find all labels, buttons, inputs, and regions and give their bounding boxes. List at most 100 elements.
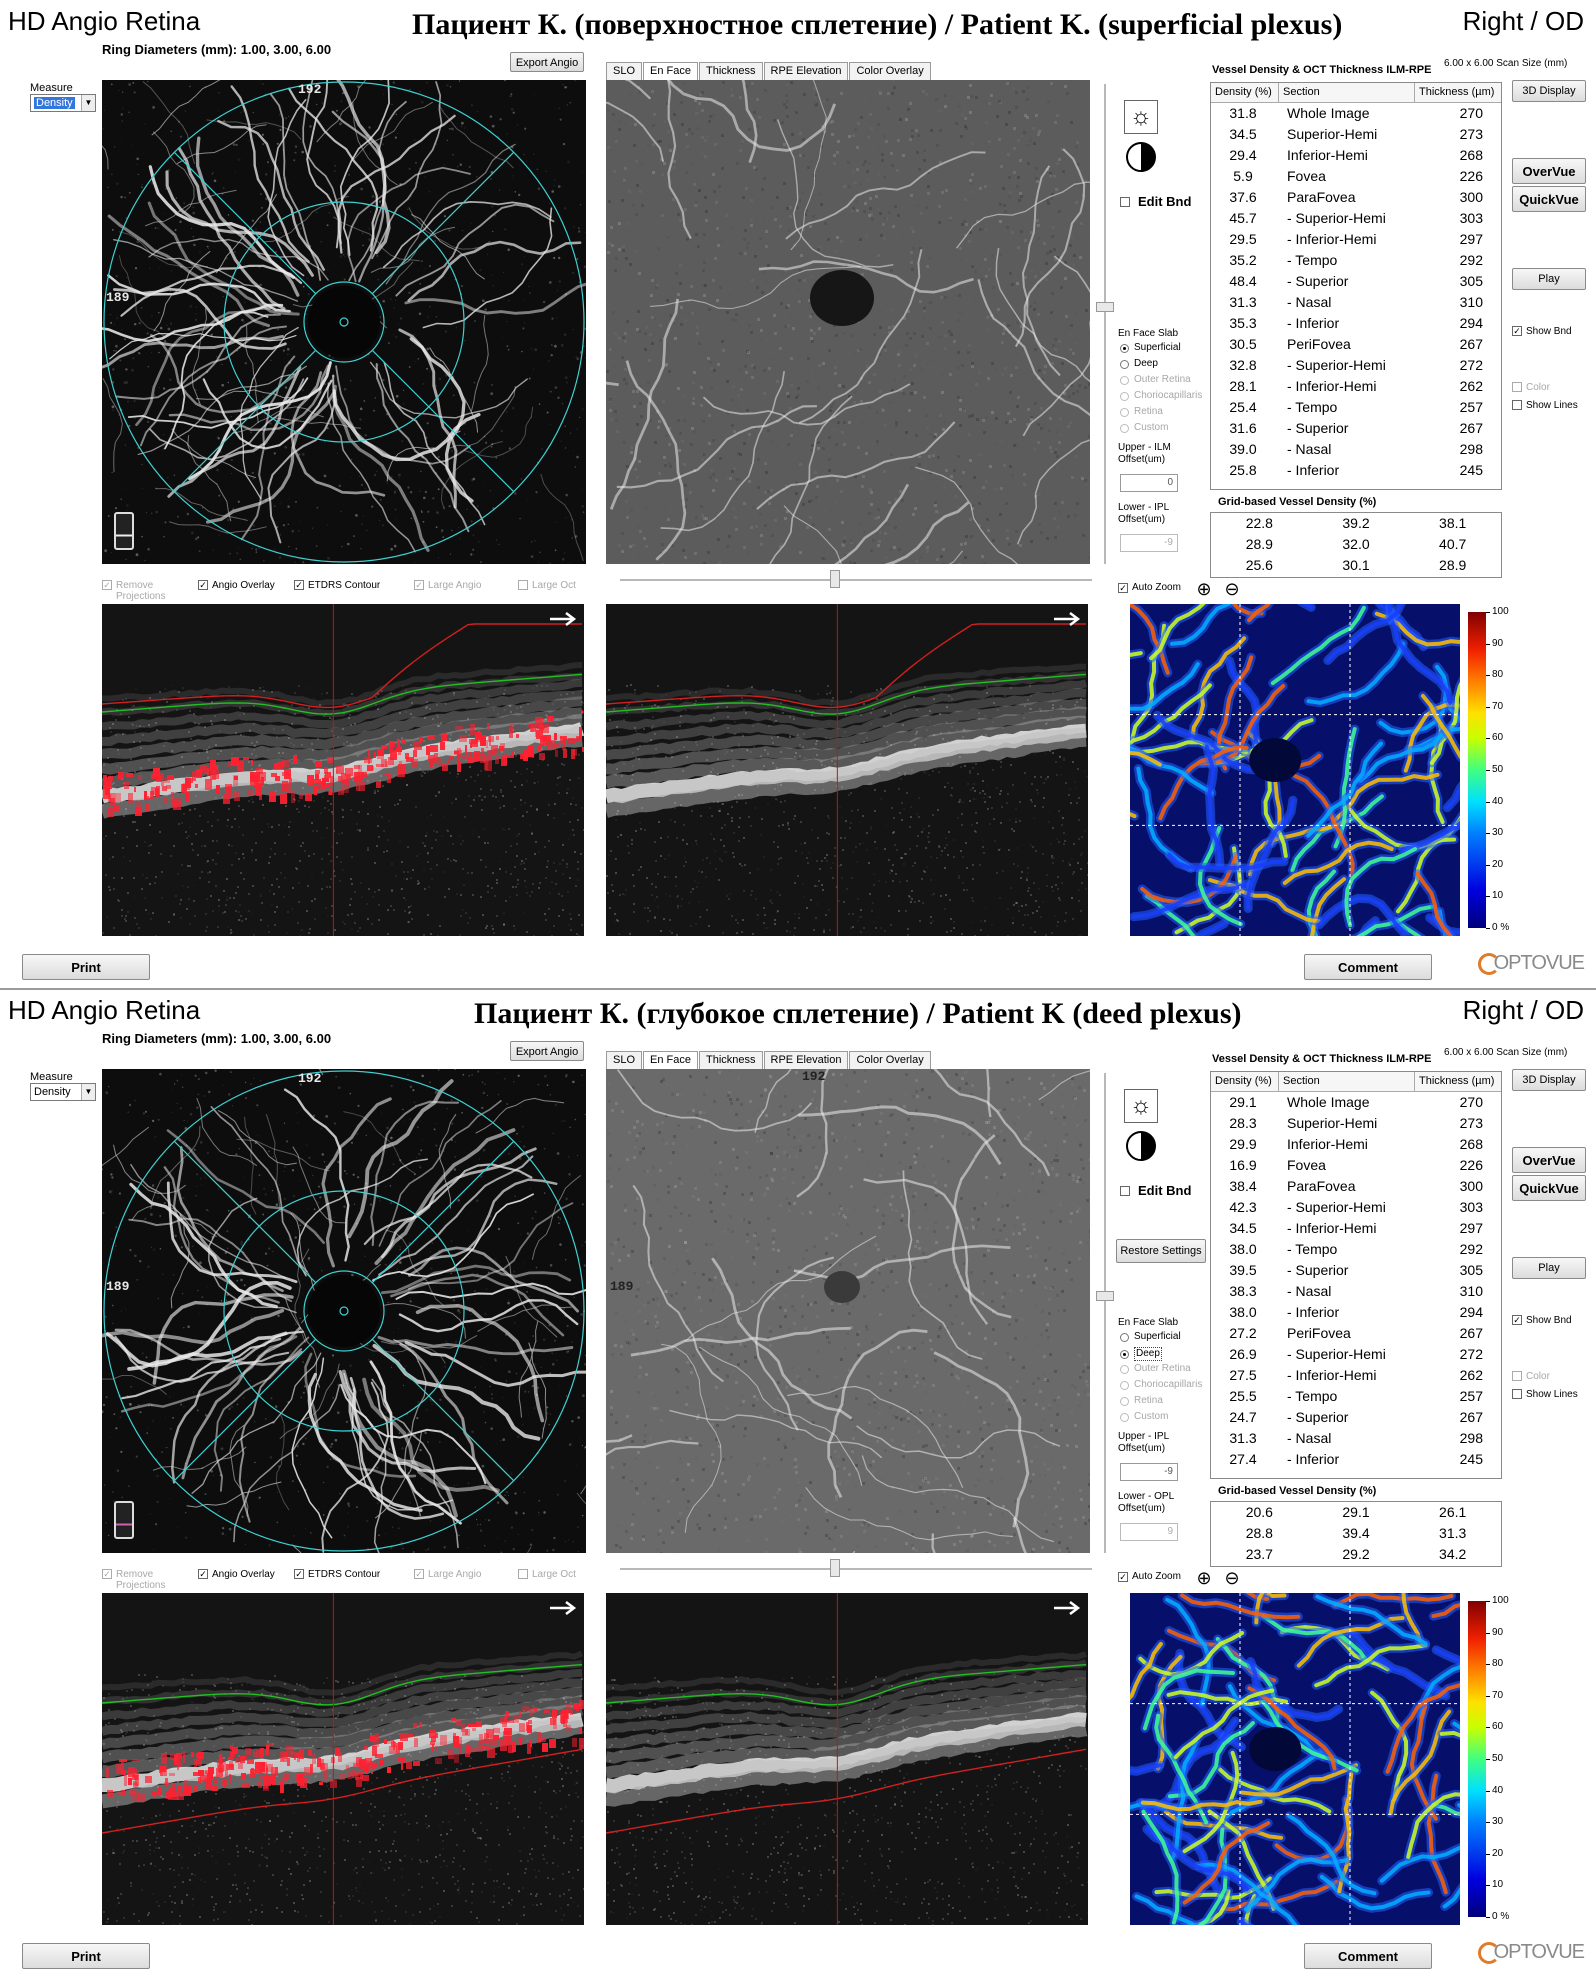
checkbox-box[interactable]: ✓ <box>414 580 424 590</box>
checkbox-box[interactable]: ✓ <box>294 1569 304 1579</box>
auto-zoom-checkbox[interactable]: ✓ Auto Zoom <box>1118 582 1181 593</box>
tab-color-overlay[interactable]: Color Overlay <box>849 62 931 80</box>
contrast-icon[interactable] <box>1126 1131 1156 1161</box>
3d-display-button[interactable]: 3D Display <box>1512 1069 1586 1091</box>
checkbox-remove-projections[interactable]: ✓ Remove Projections <box>102 1569 198 1591</box>
upper-offset-input[interactable]: 0 <box>1120 474 1178 492</box>
show-bnd-checkbox[interactable]: ✓ Show Bnd <box>1512 326 1592 337</box>
checkbox-box[interactable]: ✓ <box>198 1569 208 1579</box>
radio-button[interactable] <box>1120 1396 1129 1406</box>
radio-button[interactable] <box>1120 1380 1129 1390</box>
checkbox-large-angio[interactable]: ✓ Large Angio <box>414 1569 510 1580</box>
checkbox-large-oct[interactable]: Large Oct <box>518 580 614 591</box>
contrast-icon[interactable] <box>1126 142 1156 172</box>
angio-image[interactable]: 192 189 <box>102 1069 586 1553</box>
radio-button[interactable] <box>1120 1364 1129 1374</box>
checkbox-box[interactable] <box>1512 1389 1522 1399</box>
tab-slo[interactable]: SLO <box>606 1051 643 1069</box>
color-checkbox[interactable]: Color <box>1512 382 1592 393</box>
chevron-down-icon[interactable]: ▼ <box>81 1084 95 1100</box>
checkbox-remove-projections[interactable]: ✓ Remove Projections <box>102 580 198 602</box>
quickvue-button[interactable]: QuickVue <box>1512 1175 1586 1201</box>
radio-button[interactable] <box>1120 407 1129 417</box>
show-lines-checkbox[interactable]: Show Lines <box>1512 400 1592 411</box>
checkbox-box[interactable]: ✓ <box>414 1569 424 1579</box>
slab-option-retina[interactable]: Retina <box>1120 406 1163 418</box>
density-heatmap-image[interactable] <box>1130 604 1460 936</box>
checkbox-box[interactable]: ✓ <box>294 580 304 590</box>
enface-depth-slider-track[interactable] <box>1104 84 1106 564</box>
edit-bnd-checkbox[interactable]: Edit Bnd <box>1120 194 1191 209</box>
checkbox-box[interactable]: ✓ <box>198 580 208 590</box>
radio-button[interactable] <box>1120 1349 1129 1359</box>
checkbox-box[interactable] <box>518 1569 528 1579</box>
radio-button[interactable] <box>1120 391 1129 401</box>
zoom-in-icon[interactable]: ⊕ <box>1196 579 1212 599</box>
checkbox-etdrs-contour[interactable]: ✓ ETDRS Contour <box>294 580 390 591</box>
zoom-out-icon[interactable]: ⊖ <box>1224 1568 1240 1588</box>
bscan-angio-overlay[interactable] <box>102 1593 584 1925</box>
measure-select[interactable]: Density ▼ <box>30 1083 96 1101</box>
radio-button[interactable] <box>1120 1412 1129 1422</box>
tab-slo[interactable]: SLO <box>606 62 643 80</box>
slab-option-deep[interactable]: Deep <box>1120 358 1158 370</box>
checkbox-box[interactable]: ✓ <box>102 580 112 590</box>
checkbox-large-oct[interactable]: Large Oct <box>518 1569 614 1580</box>
bscan-angio-overlay[interactable] <box>102 604 584 936</box>
slab-option-deep[interactable]: Deep <box>1120 1347 1162 1361</box>
slab-option-superficial[interactable]: Superficial <box>1120 1331 1181 1343</box>
comment-button[interactable]: Comment <box>1304 954 1432 980</box>
3d-display-button[interactable]: 3D Display <box>1512 80 1586 102</box>
enface-image[interactable]: 192 189 <box>606 1069 1090 1553</box>
radio-button[interactable] <box>1120 359 1129 369</box>
slab-option-retina[interactable]: Retina <box>1120 1395 1163 1407</box>
overvue-button[interactable]: OverVue <box>1512 1147 1586 1173</box>
zoom-in-icon[interactable]: ⊕ <box>1196 1568 1212 1588</box>
angio-image[interactable]: 192 189 <box>102 80 586 564</box>
comment-button[interactable]: Comment <box>1304 1943 1432 1969</box>
show-bnd-checkbox[interactable]: ✓ Show Bnd <box>1512 1315 1592 1326</box>
checkbox-etdrs-contour[interactable]: ✓ ETDRS Contour <box>294 1569 390 1580</box>
slab-option-choriocapillaris[interactable]: Choriocapillaris <box>1120 390 1202 402</box>
slab-option-custom[interactable]: Custom <box>1120 422 1168 434</box>
bscan-structural[interactable] <box>606 1593 1088 1925</box>
density-heatmap-image[interactable] <box>1130 1593 1460 1925</box>
zoom-out-icon[interactable]: ⊖ <box>1224 579 1240 599</box>
export-angio-button[interactable]: Export Angio <box>510 1041 584 1061</box>
auto-zoom-checkbox[interactable]: ✓ Auto Zoom <box>1118 1571 1181 1582</box>
print-button[interactable]: Print <box>22 1943 150 1969</box>
radio-button[interactable] <box>1120 375 1129 385</box>
slab-option-outer-retina[interactable]: Outer Retina <box>1120 374 1191 386</box>
quickvue-button[interactable]: QuickVue <box>1512 186 1586 212</box>
radio-button[interactable] <box>1120 1332 1129 1342</box>
checkbox-box[interactable] <box>1120 196 1130 207</box>
checkbox-box[interactable] <box>1512 400 1522 410</box>
checkbox-box[interactable]: ✓ <box>102 1569 112 1579</box>
checkbox-box[interactable]: ✓ <box>1118 1571 1128 1582</box>
overvue-button[interactable]: OverVue <box>1512 158 1586 184</box>
show-lines-checkbox[interactable]: Show Lines <box>1512 1389 1592 1400</box>
checkbox-angio-overlay[interactable]: ✓ Angio Overlay <box>198 1569 294 1580</box>
checkbox-box[interactable]: ✓ <box>1512 326 1522 336</box>
bscan-position-slider-track[interactable] <box>620 1568 1092 1570</box>
export-angio-button[interactable]: Export Angio <box>510 52 584 72</box>
upper-offset-input[interactable]: -9 <box>1120 1463 1178 1481</box>
radio-button[interactable] <box>1120 343 1129 353</box>
bscan-position-slider-track[interactable] <box>620 579 1092 581</box>
checkbox-box[interactable] <box>518 580 528 590</box>
restore-settings-button[interactable]: Restore Settings <box>1116 1239 1206 1263</box>
enface-image[interactable] <box>606 80 1090 564</box>
bscan-position-slider-thumb[interactable] <box>830 570 840 588</box>
lower-offset-input[interactable]: -9 <box>1120 534 1178 552</box>
slab-option-custom[interactable]: Custom <box>1120 1411 1168 1423</box>
play-button[interactable]: Play <box>1512 1257 1586 1279</box>
tab-en-face[interactable]: En Face <box>643 1051 698 1069</box>
tab-rpe-elevation[interactable]: RPE Elevation <box>763 62 849 80</box>
chevron-down-icon[interactable]: ▼ <box>81 95 95 111</box>
enface-depth-slider-thumb[interactable] <box>1096 1291 1114 1301</box>
lower-offset-input[interactable]: 9 <box>1120 1523 1178 1541</box>
checkbox-angio-overlay[interactable]: ✓ Angio Overlay <box>198 580 294 591</box>
brightness-icon[interactable]: ☼ <box>1124 1089 1158 1123</box>
checkbox-box[interactable] <box>1120 1185 1130 1196</box>
bscan-position-slider-thumb[interactable] <box>830 1559 840 1577</box>
